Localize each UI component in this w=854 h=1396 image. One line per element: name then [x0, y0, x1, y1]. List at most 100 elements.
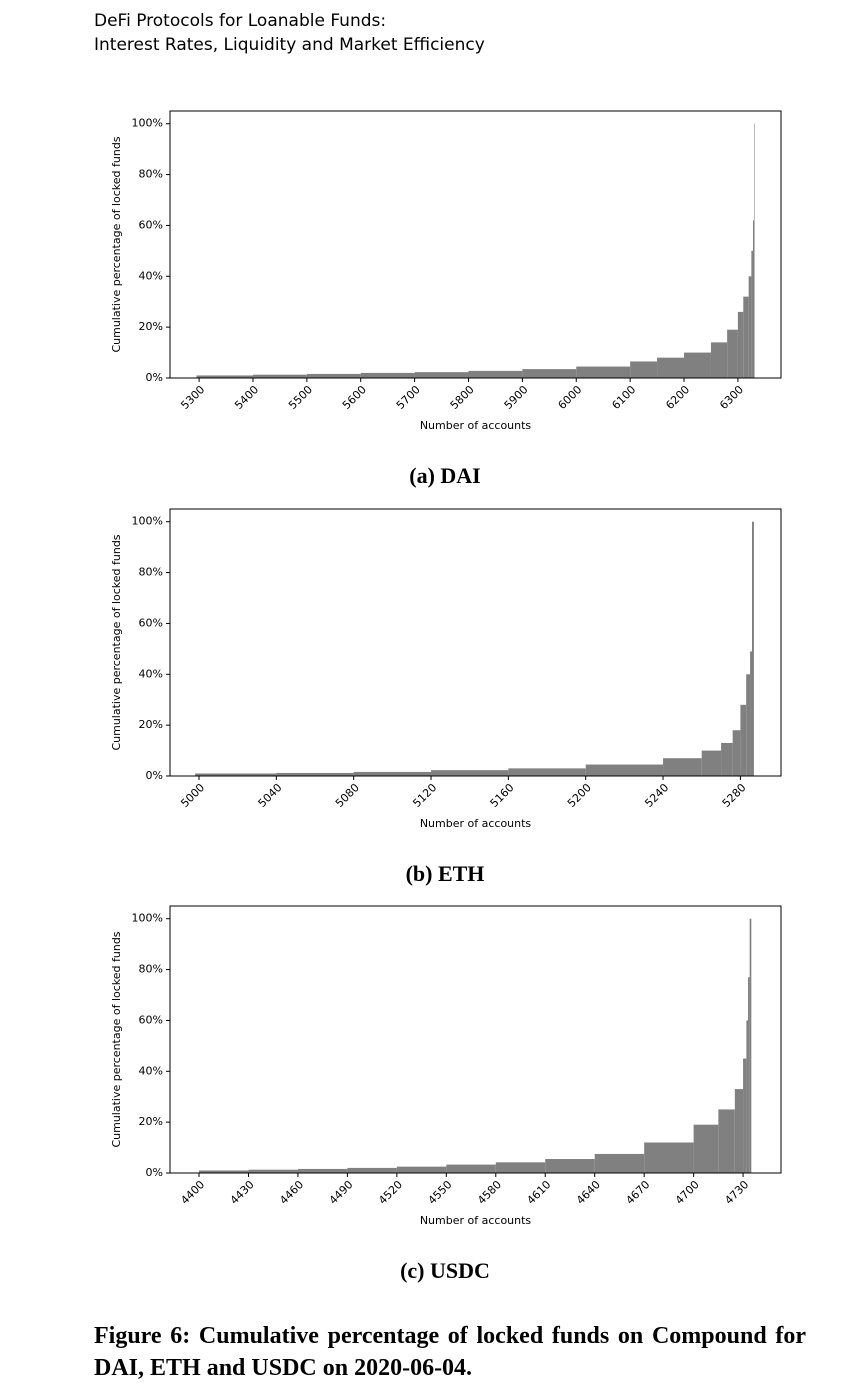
- x-tick-label: 5040: [256, 781, 285, 810]
- subcaption: (b) ETH: [406, 861, 485, 886]
- bar: [657, 357, 685, 378]
- bar: [751, 250, 753, 378]
- bar: [748, 977, 750, 1173]
- bar: [545, 1159, 595, 1173]
- x-tick-label: 4520: [376, 1178, 405, 1207]
- bar: [276, 772, 354, 776]
- bar: [306, 373, 361, 378]
- x-tick-label: 4640: [574, 1178, 603, 1207]
- bar: [297, 1168, 348, 1173]
- bar: [576, 366, 631, 378]
- bar: [749, 918, 752, 1173]
- y-axis-label: Cumulative percentage of locked funds: [110, 534, 123, 750]
- x-tick-label: 5200: [565, 781, 594, 810]
- bar: [732, 730, 741, 776]
- y-tick-label: 100%: [132, 515, 163, 528]
- bar: [360, 372, 415, 378]
- bar: [195, 773, 277, 776]
- x-tick-label: 5600: [340, 383, 369, 412]
- x-tick-label: 5800: [448, 383, 477, 412]
- y-tick-label: 100%: [132, 117, 163, 130]
- figure-caption: Figure 6: Cumulative percentage of locke…: [94, 1323, 806, 1381]
- bar: [701, 750, 722, 776]
- bar: [750, 651, 752, 776]
- y-axis-label: Cumulative percentage of locked funds: [110, 136, 123, 352]
- x-tick-label: 6000: [556, 383, 585, 412]
- bar: [252, 374, 307, 378]
- subcaption: (c) USDC: [400, 1258, 490, 1283]
- y-axis-label: Cumulative percentage of locked funds: [110, 931, 123, 1147]
- y-tick-label: 0%: [146, 1166, 163, 1179]
- bar: [710, 342, 728, 378]
- bar: [630, 361, 658, 378]
- bar: [751, 521, 754, 776]
- x-tick-label: 5240: [642, 781, 671, 810]
- y-tick-label: 40%: [139, 269, 163, 282]
- x-tick-label: 4670: [623, 1178, 652, 1207]
- y-tick-label: 40%: [139, 1064, 163, 1077]
- x-axis-label: Number of accounts: [420, 817, 532, 830]
- chart: 0% 20% 40% 60% 80% 100% 5000 5040 5080 5120 5160 52…: [110, 508, 782, 886]
- bar: [740, 704, 747, 776]
- x-axis-label: Number of accounts: [420, 1214, 532, 1227]
- bar: [743, 1058, 747, 1173]
- y-tick-label: 60%: [139, 616, 163, 629]
- bar: [446, 1164, 496, 1173]
- x-tick-label: 6100: [609, 383, 638, 412]
- subcaption: (a) DAI: [409, 463, 481, 488]
- bar: [754, 123, 755, 378]
- x-tick-label: 5120: [410, 781, 439, 810]
- x-tick-label: 5500: [286, 383, 315, 412]
- x-tick-label: 5280: [720, 781, 749, 810]
- y-tick-label: 0%: [146, 371, 163, 384]
- y-tick-label: 40%: [139, 667, 163, 680]
- bar: [734, 1089, 744, 1173]
- bar: [693, 1124, 719, 1173]
- x-tick-label: 5000: [178, 781, 207, 810]
- bar: [585, 764, 664, 776]
- y-tick-label: 20%: [139, 320, 163, 333]
- y-tick-label: 80%: [139, 566, 163, 579]
- y-tick-label: 0%: [146, 769, 163, 782]
- bar: [431, 770, 509, 776]
- bar: [508, 768, 586, 776]
- x-tick-label: 4400: [178, 1178, 207, 1207]
- axes-frame: [169, 905, 782, 1174]
- x-tick-label: 5900: [502, 383, 531, 412]
- y-tick-label: 80%: [139, 168, 163, 181]
- x-tick-label: 5400: [232, 383, 261, 412]
- x-tick-label: 4700: [673, 1178, 702, 1207]
- bar: [594, 1153, 645, 1173]
- y-tick-label: 60%: [139, 218, 163, 231]
- bar: [718, 1109, 735, 1173]
- bar: [495, 1162, 546, 1173]
- bar: [468, 370, 523, 378]
- bar: [414, 372, 469, 378]
- x-tick-label: 4460: [277, 1178, 306, 1207]
- x-tick-label: 4490: [327, 1178, 356, 1207]
- y-tick-label: 80%: [139, 963, 163, 976]
- y-tick-label: 60%: [139, 1013, 163, 1026]
- bar: [196, 375, 253, 378]
- bar: [727, 329, 738, 378]
- bar: [522, 369, 577, 378]
- x-tick-label: 4580: [475, 1178, 504, 1207]
- bar: [752, 220, 755, 378]
- y-tick-label: 20%: [139, 718, 163, 731]
- bar: [396, 1166, 447, 1173]
- x-tick-label: 4730: [722, 1178, 751, 1207]
- x-tick-label: 6200: [663, 383, 692, 412]
- bar: [684, 352, 711, 378]
- bar: [347, 1167, 397, 1173]
- bar: [353, 771, 432, 776]
- header-line: DeFi Protocols for Loanable Funds:: [94, 11, 386, 31]
- axes-frame: [169, 508, 782, 777]
- y-tick-label: 20%: [139, 1115, 163, 1128]
- x-tick-label: 5160: [488, 781, 517, 810]
- bar: [199, 1170, 249, 1173]
- chart: 0% 20% 40% 60% 80% 100% 5300 5400 5500 5600 5700 58…: [110, 110, 782, 488]
- x-axis-label: Number of accounts: [420, 419, 532, 432]
- bar: [743, 296, 749, 378]
- x-tick-label: 5300: [178, 383, 207, 412]
